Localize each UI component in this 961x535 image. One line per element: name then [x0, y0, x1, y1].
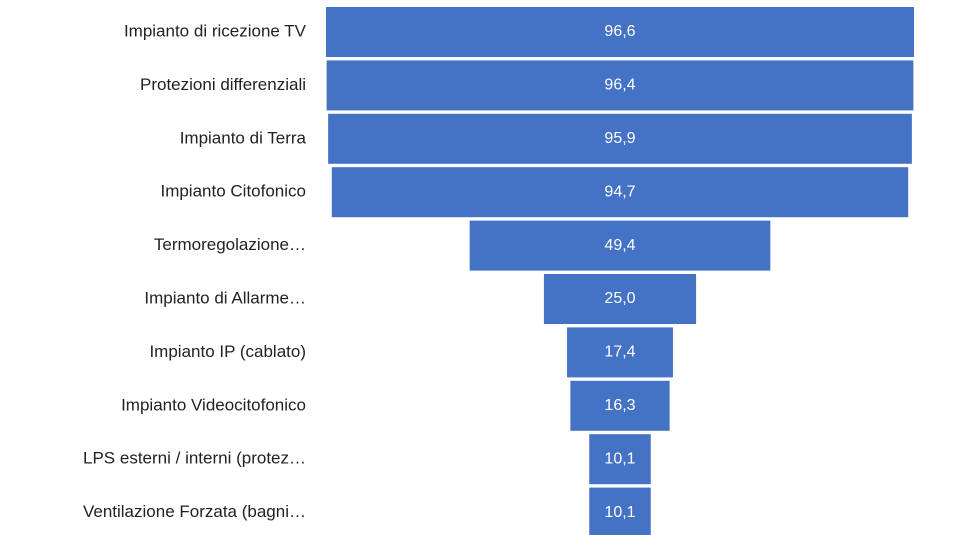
category-label: Impianto Videocitofonico [121, 395, 306, 414]
bar [567, 327, 673, 378]
data-label: 49,4 [604, 237, 635, 254]
category-label: Termoregolazione… [154, 235, 306, 254]
data-label: 10,1 [604, 504, 635, 521]
bar [326, 7, 914, 57]
category-label: Impianto IP (cablato) [149, 342, 306, 361]
bar [589, 434, 651, 485]
category-label: Impianto di ricezione TV [124, 21, 307, 40]
bar [328, 113, 912, 164]
bar [331, 167, 909, 218]
bar [469, 220, 771, 271]
category-label: Impianto di Allarme… [144, 288, 306, 307]
bar [589, 487, 651, 535]
category-label: Protezioni differenziali [140, 75, 306, 94]
bar [570, 380, 670, 431]
bar [326, 60, 914, 111]
data-label: 17,4 [604, 344, 635, 361]
data-label: 16,3 [604, 397, 635, 414]
bar [543, 274, 697, 324]
data-label: 96,4 [604, 77, 635, 94]
category-label: Impianto di Terra [180, 128, 307, 147]
category-label: Ventilazione Forzata (bagni… [83, 502, 306, 521]
category-label: LPS esterni / interni (protez… [83, 449, 306, 468]
data-label: 94,7 [604, 183, 635, 200]
data-label: 10,1 [604, 450, 635, 467]
data-label: 96,6 [604, 23, 635, 40]
data-label: 25,0 [604, 290, 635, 307]
category-label: Impianto Citofonico [160, 182, 306, 201]
data-label: 95,9 [604, 130, 635, 147]
